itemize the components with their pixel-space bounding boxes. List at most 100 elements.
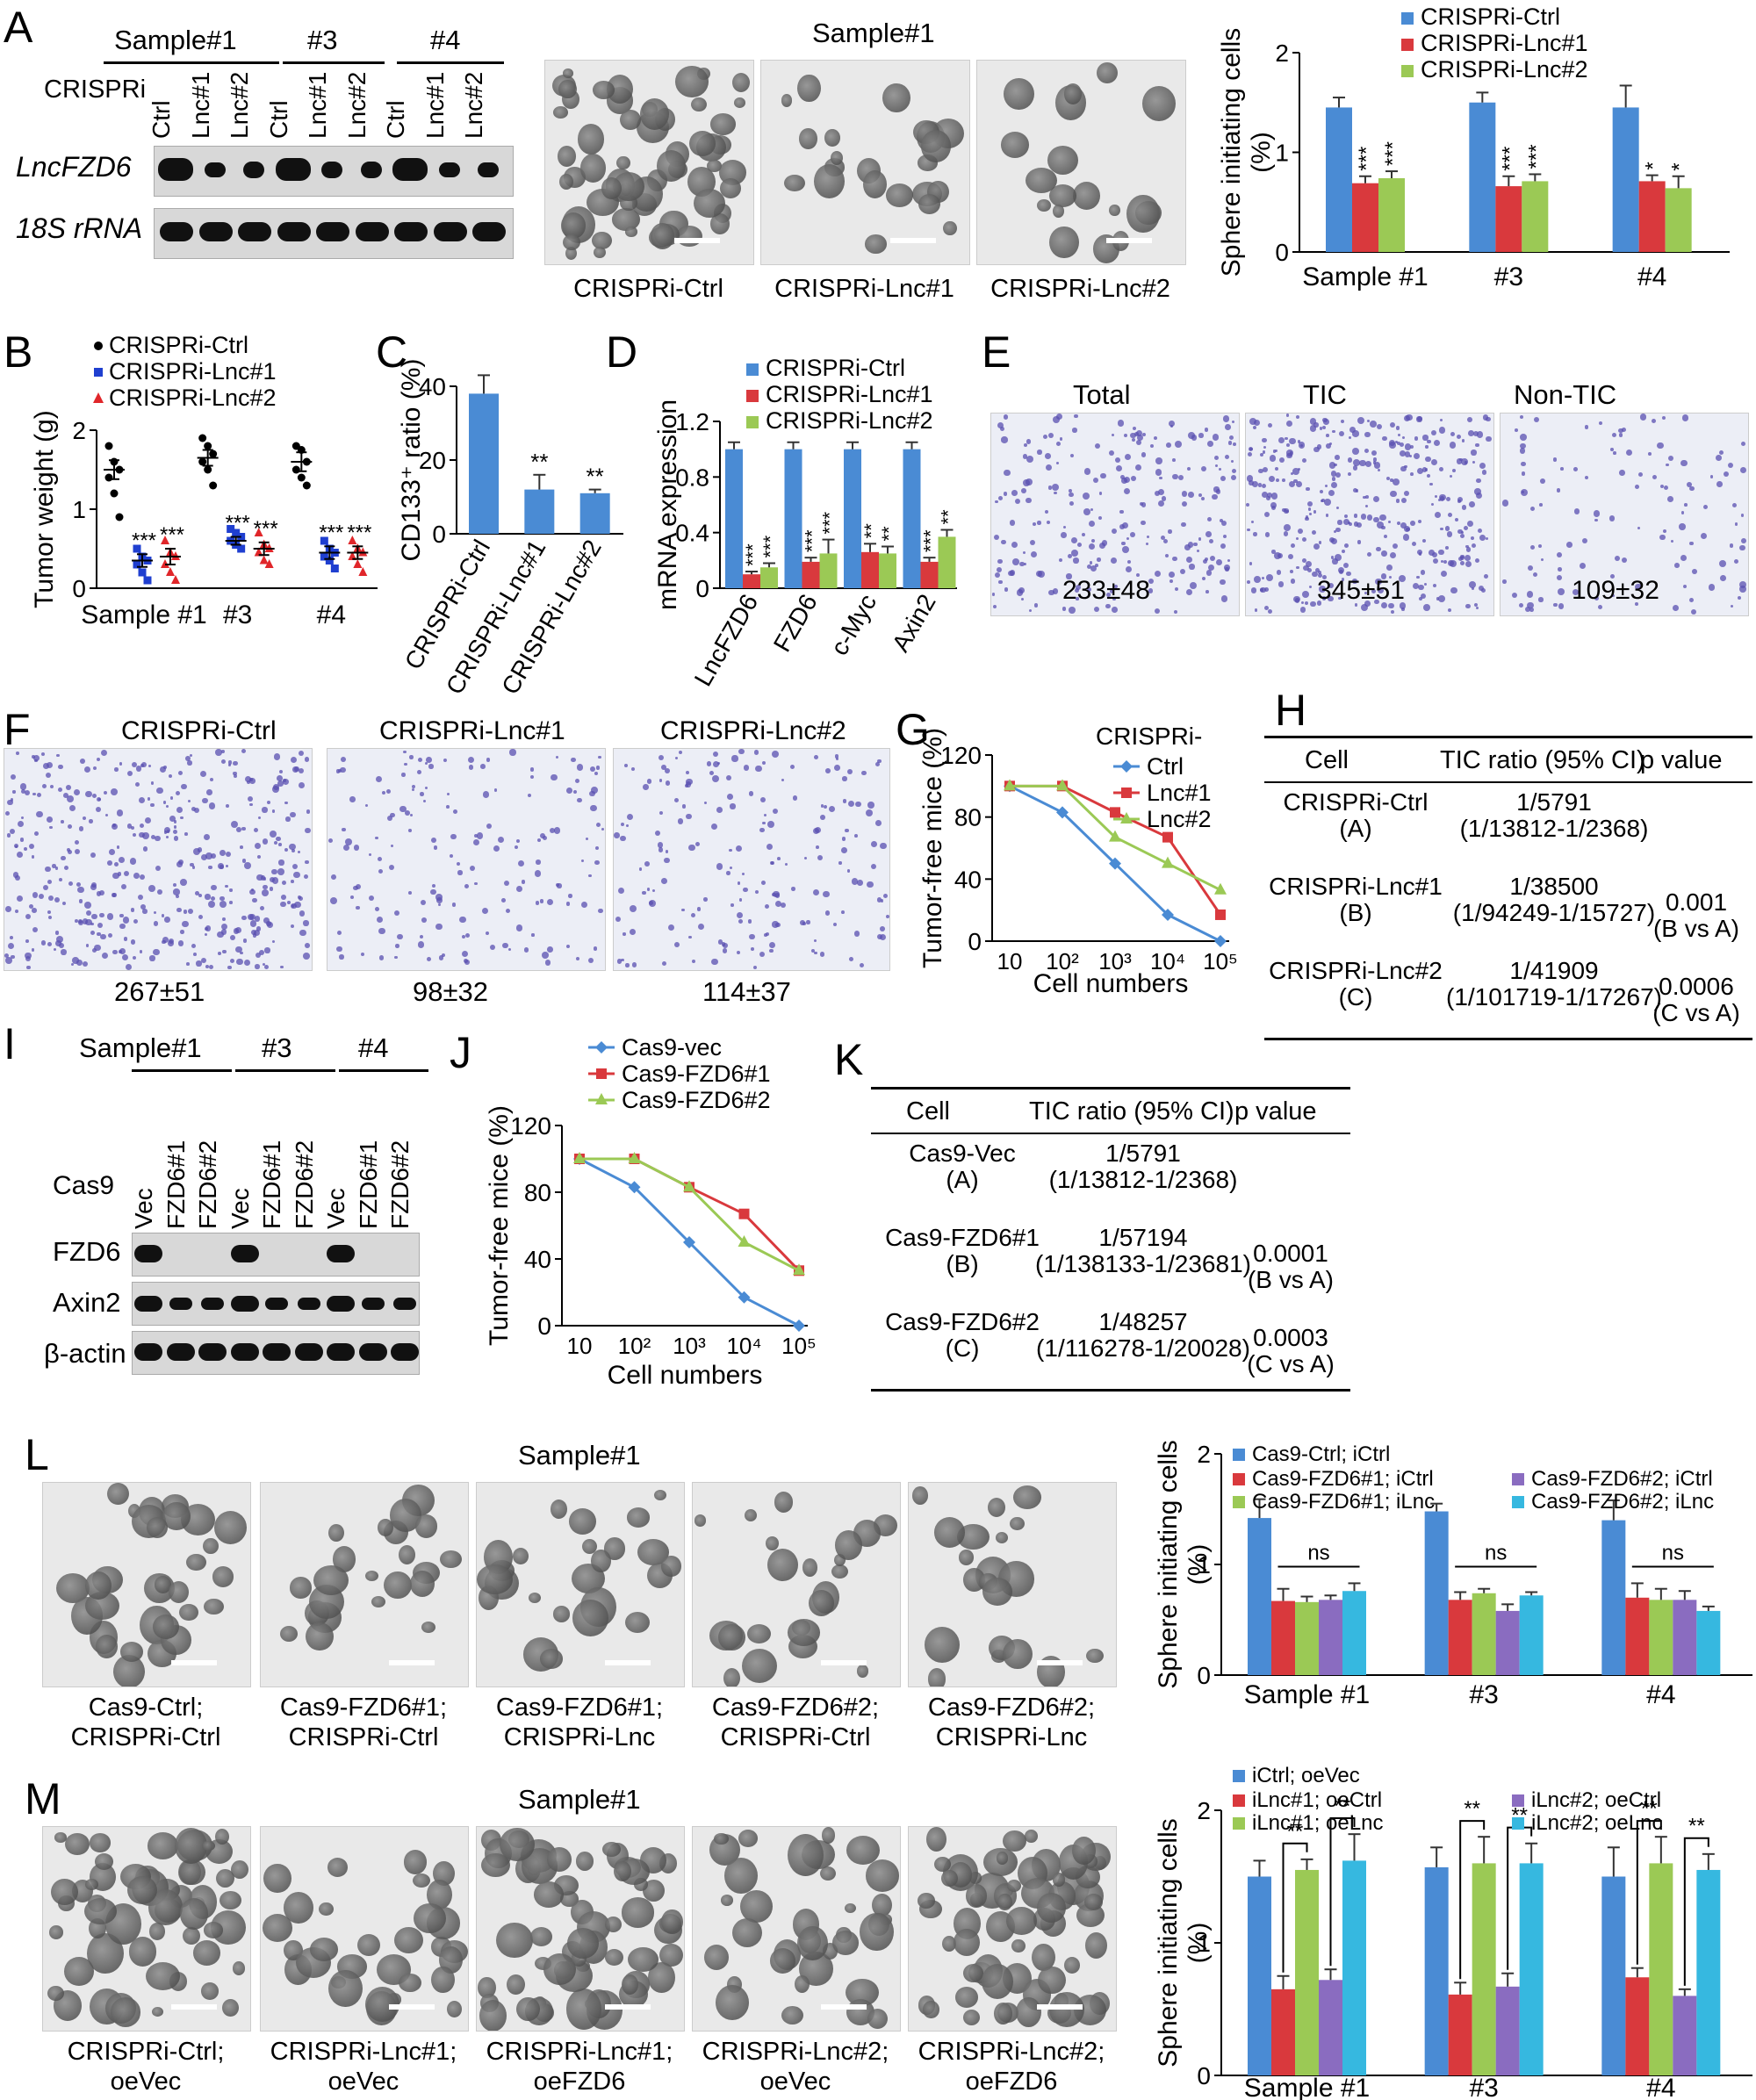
cell-dot: [1718, 449, 1724, 456]
cell-dot: [1246, 502, 1250, 507]
cell-dot: [1346, 571, 1351, 577]
cell-dot: [1373, 599, 1379, 605]
cell-dot: [1416, 575, 1420, 579]
bar: [1319, 1600, 1342, 1675]
cell-dot: [1609, 447, 1614, 451]
bar: [938, 536, 956, 588]
data-point: [628, 1181, 641, 1194]
cell-dot: [1258, 468, 1263, 474]
cell-dot: [1042, 434, 1048, 440]
legend-label: Lnc#1: [1147, 780, 1212, 806]
cell-dot: [1377, 521, 1384, 529]
cell-dot: [1306, 567, 1312, 572]
cell-dot: [1171, 473, 1178, 480]
table-header: p value: [1234, 1097, 1317, 1126]
cell-dot: [112, 823, 117, 828]
cell-dot: [1225, 424, 1231, 431]
cell-dot: [126, 823, 132, 829]
cell-dot: [1419, 597, 1423, 601]
image-caption: Cas9-FZD6#2; CRISPRi-Ctrl: [680, 1693, 911, 1752]
cell-dot: [205, 964, 209, 968]
cell-dot: [96, 891, 102, 896]
cell-dot: [331, 874, 336, 880]
cell-dot: [1729, 543, 1733, 548]
cell-dot: [368, 852, 372, 857]
bar: [1673, 1600, 1697, 1675]
cell-dot: [474, 881, 479, 886]
sphere-blob: [920, 130, 952, 162]
sphere-blob: [403, 1850, 428, 1874]
table-top-rule: [1264, 736, 1752, 738]
cell-dot: [1161, 496, 1167, 501]
cell-dot: [173, 820, 177, 824]
sphere-blob: [1025, 167, 1057, 193]
cell-dot: [277, 775, 283, 782]
cell-dot: [1401, 498, 1407, 504]
cell-dot: [762, 821, 766, 825]
cell-dot: [1186, 466, 1191, 471]
cell-dot: [1266, 496, 1271, 501]
cell-dot: [1552, 457, 1558, 462]
sphere-blob: [784, 174, 805, 191]
blot-row-18s: 18S rRNA: [16, 212, 143, 244]
cell-dot: [1218, 467, 1221, 471]
sphere-blob: [831, 1931, 860, 1956]
cell-dot: [557, 883, 562, 888]
cell-dot: [1296, 565, 1299, 570]
data-point: [209, 449, 218, 458]
lane-label: Ctrl: [264, 100, 292, 139]
cell-dot: [665, 780, 671, 787]
cell-dot: [507, 947, 512, 952]
cell-dot: [297, 851, 300, 854]
cell-dot: [1164, 553, 1169, 557]
cell-dot: [877, 759, 882, 764]
cell-dot: [419, 935, 424, 939]
cell-dot: [52, 864, 56, 868]
cell-dot: [1425, 445, 1429, 449]
cell-dot: [1520, 433, 1527, 441]
cell-dot: [534, 869, 542, 877]
table-cell-name: Cas9-Vec: [909, 1140, 1016, 1167]
cell-dot: [1119, 523, 1126, 529]
cell-dot: [227, 760, 232, 765]
y-tick-label: 0: [1197, 1662, 1211, 1689]
sphere-blob: [863, 170, 888, 199]
sample-header: #4: [358, 1032, 389, 1063]
sphere-blob: [1025, 1830, 1038, 1843]
cell-dot: [459, 916, 466, 924]
cell-dot: [1439, 495, 1445, 501]
cell-dot: [32, 891, 39, 898]
sphere-blob: [927, 1668, 946, 1686]
cell-dot: [842, 799, 847, 803]
cell-dot: [1063, 525, 1067, 529]
cell-dot: [263, 885, 268, 890]
blot-band: [160, 222, 193, 241]
cell-dot: [274, 753, 281, 760]
cell-dot: [253, 828, 258, 833]
cell-dot: [1341, 420, 1345, 424]
cell-dot: [1449, 442, 1456, 449]
cell-dot: [1112, 597, 1116, 601]
cell-dot: [154, 911, 157, 915]
cell-dot: [180, 930, 184, 935]
cell-dot: [222, 949, 227, 953]
cell-dot: [1430, 503, 1434, 507]
cell-dot: [1682, 584, 1688, 589]
cell-dot: [1635, 602, 1638, 606]
legend-marker: [94, 342, 103, 350]
cell-dot: [1373, 516, 1379, 523]
cell-dot: [1071, 550, 1078, 557]
cell-dot: [54, 867, 59, 870]
cell-dot: [1313, 422, 1319, 428]
cell-dot: [1029, 609, 1033, 613]
sig-label: **: [1641, 1797, 1658, 1821]
cell-dot: [187, 760, 192, 766]
cell-dot: [1416, 550, 1422, 556]
cell-dot: [1154, 608, 1161, 614]
sphere-blob: [204, 1598, 224, 1615]
table-cell-ci: (1/13812-1/2368): [1459, 815, 1649, 842]
cell-dot: [242, 939, 248, 943]
cell-dot: [83, 766, 91, 773]
cell-dot: [871, 840, 877, 847]
cell-dot: [997, 558, 1003, 565]
